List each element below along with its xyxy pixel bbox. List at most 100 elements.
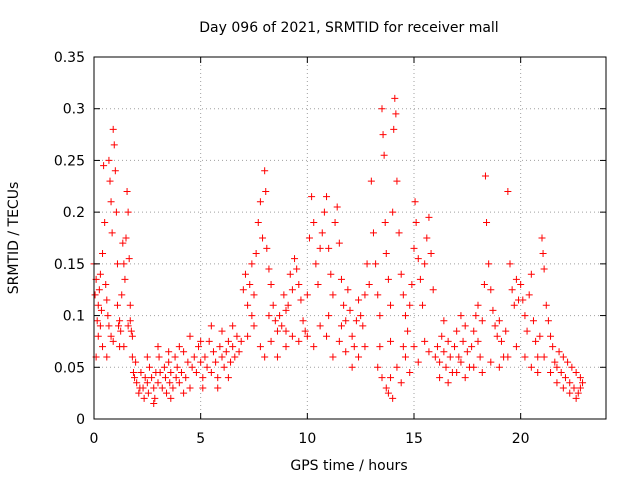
data-point xyxy=(295,281,303,289)
data-point xyxy=(414,255,422,263)
data-point xyxy=(124,208,132,216)
data-point xyxy=(390,125,398,133)
data-point xyxy=(109,337,117,345)
data-point xyxy=(120,260,128,268)
data-point xyxy=(99,343,107,351)
data-point xyxy=(141,374,149,382)
data-point xyxy=(261,167,269,175)
data-point xyxy=(316,322,324,330)
data-point xyxy=(483,218,491,226)
data-point xyxy=(252,250,260,258)
data-point xyxy=(470,327,478,335)
data-point xyxy=(406,368,414,376)
data-point xyxy=(387,301,395,309)
data-point xyxy=(549,343,557,351)
data-point xyxy=(214,374,222,382)
data-point xyxy=(299,317,307,325)
data-point xyxy=(241,270,249,278)
data-point xyxy=(436,374,444,382)
data-point xyxy=(444,379,452,387)
data-point xyxy=(293,265,301,273)
data-point xyxy=(144,389,152,397)
data-point xyxy=(557,368,565,376)
data-point xyxy=(493,332,501,340)
data-point xyxy=(177,368,185,376)
data-point xyxy=(553,379,561,387)
data-point xyxy=(96,270,104,278)
data-point xyxy=(156,368,164,376)
data-point xyxy=(408,281,416,289)
data-point xyxy=(109,125,117,133)
data-point xyxy=(265,265,273,273)
data-point xyxy=(220,363,228,371)
data-point xyxy=(566,379,574,387)
data-point xyxy=(123,187,131,195)
data-point xyxy=(276,312,284,320)
data-point xyxy=(320,208,328,216)
data-point xyxy=(131,374,139,382)
data-point xyxy=(369,229,377,237)
data-point xyxy=(453,368,461,376)
y-axis-label: SRMTID / TECUs xyxy=(6,182,22,295)
data-point xyxy=(325,312,333,320)
data-point xyxy=(433,343,441,351)
data-point xyxy=(379,131,387,139)
data-point xyxy=(481,172,489,180)
data-point xyxy=(410,244,418,252)
data-point xyxy=(487,358,495,366)
data-point xyxy=(99,250,107,258)
data-point xyxy=(459,337,467,345)
data-point xyxy=(495,317,503,325)
data-point xyxy=(342,317,350,325)
data-point xyxy=(497,337,505,345)
data-point xyxy=(112,208,120,216)
data-point xyxy=(145,363,153,371)
data-point xyxy=(457,312,465,320)
data-point xyxy=(572,368,580,376)
data-point xyxy=(455,353,463,361)
data-point xyxy=(233,332,241,340)
data-point xyxy=(205,337,213,345)
data-point xyxy=(564,358,572,366)
data-point xyxy=(261,353,269,361)
data-point xyxy=(393,363,401,371)
data-point xyxy=(401,353,409,361)
data-point xyxy=(568,363,576,371)
data-point xyxy=(547,368,555,376)
data-point xyxy=(538,234,546,242)
data-point xyxy=(125,255,133,263)
data-point xyxy=(265,312,273,320)
data-point xyxy=(271,317,279,325)
data-point xyxy=(461,322,469,330)
data-point xyxy=(566,389,574,397)
data-point xyxy=(248,312,256,320)
data-point xyxy=(547,332,555,340)
data-point xyxy=(532,337,540,345)
data-point xyxy=(553,363,561,371)
data-point xyxy=(572,394,580,402)
data-point xyxy=(337,275,345,283)
data-point xyxy=(314,281,322,289)
data-point xyxy=(278,322,286,330)
data-point xyxy=(160,363,168,371)
data-point xyxy=(344,286,352,294)
data-point xyxy=(224,337,232,345)
data-point xyxy=(397,270,405,278)
data-point xyxy=(118,291,126,299)
data-point xyxy=(106,177,114,185)
data-point xyxy=(116,317,124,325)
data-point xyxy=(267,281,275,289)
data-point xyxy=(540,265,548,273)
x-tick-label: 10 xyxy=(298,431,316,447)
data-point xyxy=(551,358,559,366)
axis-ticks: 0 0.05 0.1 0.15 0.2 0.25 0.3 0.35 0 5 10 15 20 xyxy=(54,50,606,447)
data-point xyxy=(444,337,452,345)
data-point xyxy=(250,322,258,330)
data-point xyxy=(414,358,422,366)
data-point xyxy=(361,291,369,299)
plot-frame xyxy=(93,56,607,420)
data-point xyxy=(468,343,476,351)
data-point xyxy=(401,312,409,320)
data-point xyxy=(574,389,582,397)
data-point xyxy=(381,218,389,226)
